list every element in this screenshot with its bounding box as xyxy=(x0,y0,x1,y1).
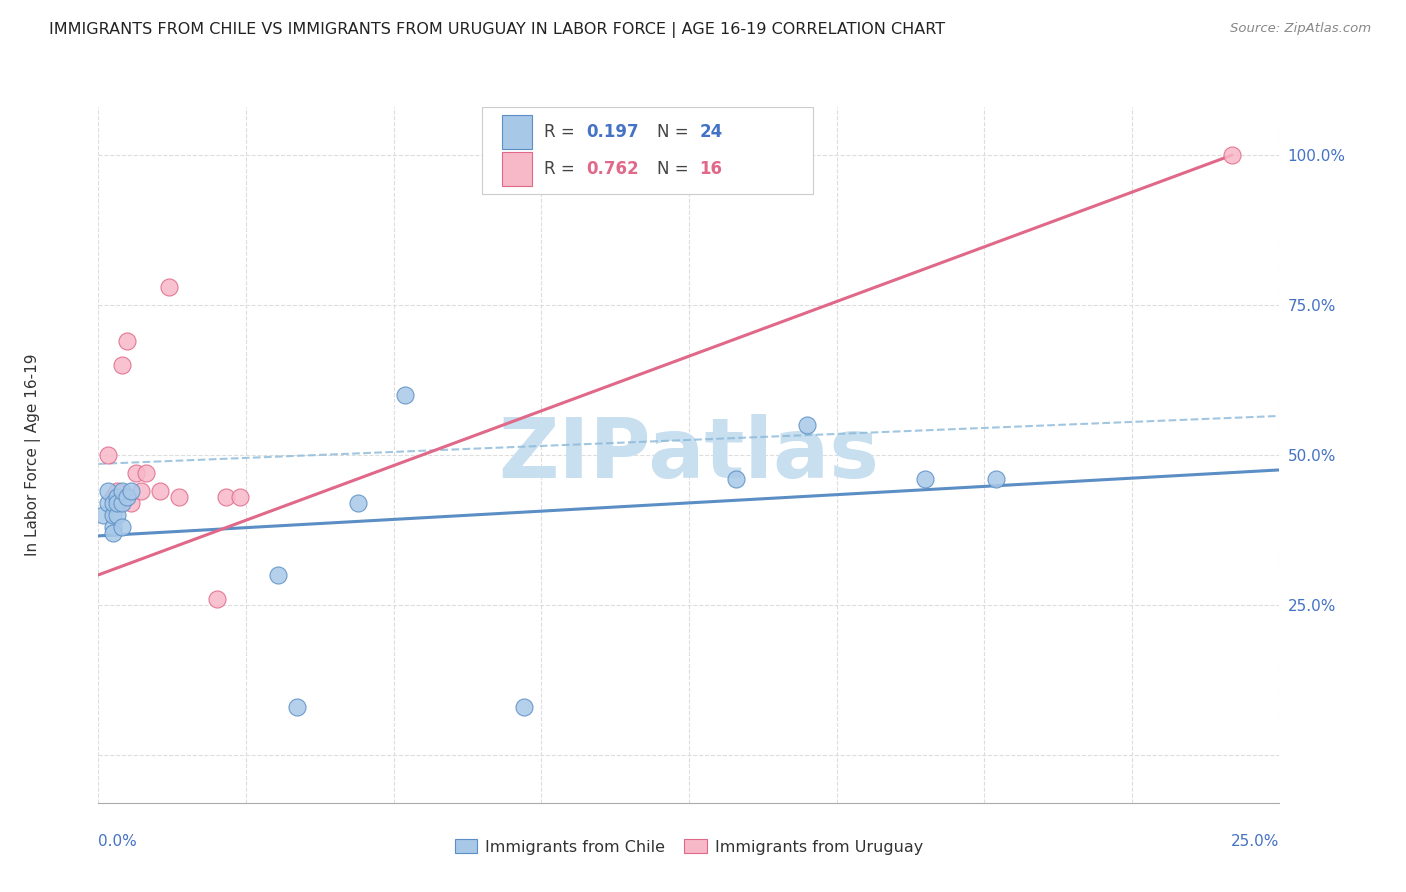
Point xyxy=(101,508,124,522)
Point xyxy=(105,483,128,498)
Point xyxy=(101,490,124,504)
Text: R =: R = xyxy=(544,160,579,178)
Point xyxy=(229,490,252,504)
Point xyxy=(111,496,134,510)
Text: 0.762: 0.762 xyxy=(586,160,638,178)
Point xyxy=(121,483,143,498)
Point xyxy=(105,490,128,504)
Text: 0.0%: 0.0% xyxy=(98,834,138,849)
Point xyxy=(167,490,190,504)
Point xyxy=(125,466,148,480)
Point xyxy=(157,280,180,294)
Point xyxy=(512,699,534,714)
Point xyxy=(285,699,308,714)
Point xyxy=(129,483,152,498)
Point xyxy=(347,496,370,510)
Point xyxy=(111,358,134,372)
Text: IMMIGRANTS FROM CHILE VS IMMIGRANTS FROM URUGUAY IN LABOR FORCE | AGE 16-19 CORR: IMMIGRANTS FROM CHILE VS IMMIGRANTS FROM… xyxy=(49,22,945,38)
Point xyxy=(149,483,172,498)
Point xyxy=(91,508,114,522)
Point xyxy=(984,472,1007,486)
Text: 0.197: 0.197 xyxy=(586,123,638,141)
Point xyxy=(914,472,936,486)
Point xyxy=(101,525,124,540)
Text: Source: ZipAtlas.com: Source: ZipAtlas.com xyxy=(1230,22,1371,36)
Text: In Labor Force | Age 16-19: In Labor Force | Age 16-19 xyxy=(25,353,41,557)
Point xyxy=(215,490,238,504)
Point xyxy=(101,496,124,510)
Text: 25.0%: 25.0% xyxy=(1232,834,1279,849)
FancyBboxPatch shape xyxy=(502,115,531,149)
Text: 16: 16 xyxy=(700,160,723,178)
Point xyxy=(111,483,134,498)
Point xyxy=(1220,148,1243,162)
Text: R =: R = xyxy=(544,123,579,141)
Point xyxy=(105,508,128,522)
Legend: Immigrants from Chile, Immigrants from Uruguay: Immigrants from Chile, Immigrants from U… xyxy=(449,832,929,861)
Point xyxy=(115,490,138,504)
Point xyxy=(111,520,134,534)
Point xyxy=(121,496,143,510)
Point xyxy=(97,496,120,510)
Point xyxy=(796,417,818,432)
Point xyxy=(97,483,120,498)
Point xyxy=(115,334,138,348)
Point xyxy=(394,388,416,402)
Point xyxy=(105,496,128,510)
FancyBboxPatch shape xyxy=(482,107,813,194)
Text: N =: N = xyxy=(657,160,695,178)
Text: N =: N = xyxy=(657,123,695,141)
Point xyxy=(135,466,157,480)
Text: 24: 24 xyxy=(700,123,723,141)
FancyBboxPatch shape xyxy=(502,153,531,186)
Point xyxy=(267,567,290,582)
Text: ZIPatlas: ZIPatlas xyxy=(499,415,879,495)
Point xyxy=(725,472,748,486)
Point xyxy=(101,520,124,534)
Point xyxy=(97,448,120,462)
Point xyxy=(205,591,228,606)
